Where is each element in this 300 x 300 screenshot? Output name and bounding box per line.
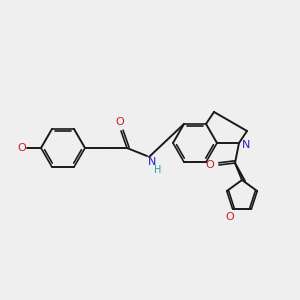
Text: N: N — [242, 140, 250, 150]
Text: O: O — [17, 143, 26, 153]
Text: N: N — [148, 157, 156, 167]
Text: O: O — [205, 160, 214, 170]
Text: O: O — [116, 117, 124, 127]
Text: O: O — [225, 212, 234, 222]
Text: H: H — [154, 165, 161, 175]
